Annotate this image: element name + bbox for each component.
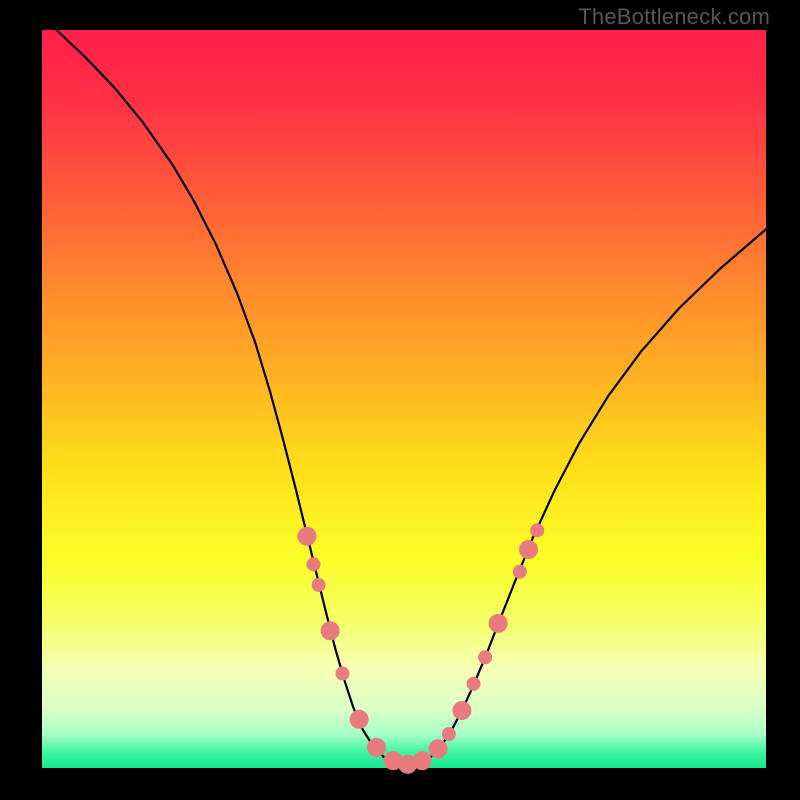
bottleneck-curve — [56, 30, 766, 767]
marker-dot — [336, 667, 349, 680]
marker-dot — [531, 524, 544, 537]
marker-dot — [350, 710, 368, 728]
marker-dot — [429, 740, 447, 758]
marker-dot — [467, 677, 480, 690]
marker-dot — [453, 701, 471, 719]
marker-dot — [307, 558, 320, 571]
marker-dot — [520, 541, 538, 559]
marker-dot — [321, 622, 339, 640]
marker-dot — [413, 752, 431, 770]
chart-frame: TheBottleneck.com — [0, 0, 800, 800]
marker-dot — [298, 527, 316, 545]
watermark-text: TheBottleneck.com — [578, 4, 770, 30]
marker-dot — [479, 651, 492, 664]
marker-dot — [367, 738, 385, 756]
marker-dot — [513, 565, 526, 578]
marker-dot — [312, 578, 325, 591]
marker-dot — [489, 614, 507, 632]
chart-overlay — [42, 30, 766, 768]
plot-area — [42, 30, 766, 768]
marker-dot — [442, 728, 455, 741]
